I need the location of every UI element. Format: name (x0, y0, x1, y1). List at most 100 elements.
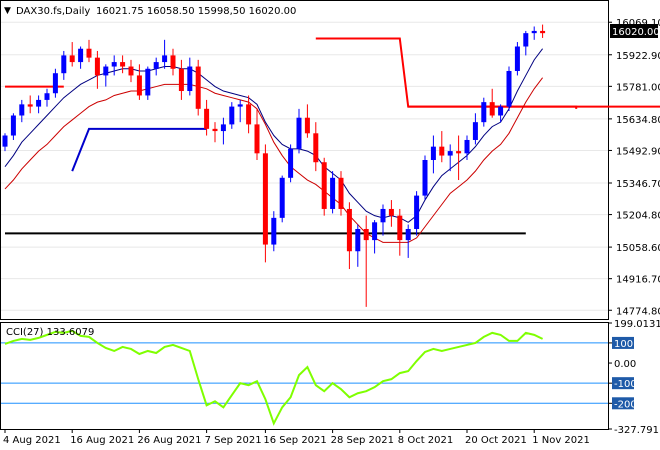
cci-level-tag-bg (612, 397, 634, 410)
last-price-tag: 16020.00 (612, 27, 660, 38)
bearish-candle (120, 62, 126, 67)
bullish-candle (531, 30, 537, 34)
bearish-candle (27, 104, 33, 107)
last-price-tag-bg (610, 24, 658, 38)
cci-levels (1, 342, 608, 404)
bullish-candle (162, 55, 168, 63)
bullish-candle (514, 46, 520, 71)
price-tick-label: 15058.60 (616, 243, 660, 254)
bullish-candle (464, 139, 470, 154)
cci-tick-label: -200 (614, 399, 637, 410)
bullish-candle (430, 146, 436, 160)
bullish-candle (36, 99, 42, 107)
bearish-candle (304, 117, 310, 134)
cci-tick-label: -327.7911 (614, 425, 660, 436)
bullish-candle (422, 160, 428, 196)
date-tick-label: 16 Sep 2021 (263, 435, 326, 446)
bearish-candle (321, 162, 327, 209)
bearish-candle (540, 30, 546, 34)
slow-moving-average (4, 77, 543, 243)
bullish-candle (355, 228, 361, 252)
bearish-candle (388, 208, 394, 216)
date-tick-label: 7 Sep 2021 (205, 435, 262, 446)
cci-tick-label: 100 (614, 339, 633, 350)
date-tick-label: 8 Oct 2021 (398, 435, 453, 446)
cci-series (4, 329, 544, 426)
bullish-candle (2, 135, 8, 147)
fast-moving-average (4, 48, 543, 223)
bullish-candle (61, 55, 67, 74)
bullish-candle (78, 48, 84, 63)
bullish-candle (288, 148, 294, 178)
bullish-candle (220, 124, 226, 132)
bullish-candle (405, 228, 411, 241)
bearish-candle (313, 133, 319, 163)
price-tick-label: 15922.90 (616, 51, 660, 62)
bearish-candle (262, 153, 268, 245)
price-tick-label: 15346.70 (616, 179, 660, 190)
date-axis: 4 Aug 2021 16 Aug 2021 26 Aug 2021 7 Sep 20… (3, 429, 590, 446)
date-tick-label: 26 Aug 2021 (137, 435, 201, 446)
bullish-candle (380, 208, 386, 223)
moving-averages (4, 48, 543, 243)
cci-level-tag-bg (612, 336, 634, 349)
price-tick-label: 16069.10 (616, 18, 660, 29)
cci-axis: 199.0131 100 0.00 -100 -200 -327.7911 (608, 319, 660, 436)
cci-tick-label: -100 (614, 379, 637, 390)
price-tick-label: 15634.80 (616, 115, 660, 126)
cci-tick-label: 199.0131 (614, 319, 660, 330)
bullish-candle (187, 66, 193, 92)
date-tick-label: 28 Sep 2021 (331, 435, 394, 446)
bullish-candle (506, 70, 512, 107)
main-header-symbol: DAX30.fs,Daily (16, 6, 90, 17)
main-plot-frame (0, 0, 609, 320)
bullish-candle (145, 68, 151, 96)
bullish-candle (10, 115, 16, 136)
date-tick-label: 16 Aug 2021 (70, 435, 134, 446)
bullish-candle (498, 106, 504, 116)
cci-tick-label: 0.00 (614, 359, 636, 370)
bullish-candle (279, 177, 285, 218)
bearish-candle (246, 104, 252, 125)
bearish-candle (195, 66, 201, 109)
bearish-candle (178, 68, 184, 92)
price-tick-label: 14774.80 (616, 306, 660, 317)
bearish-candle (254, 124, 260, 154)
bullish-candle (523, 33, 529, 47)
bullish-candle (472, 122, 478, 140)
bearish-candle (94, 57, 100, 76)
lower-envelope-line (71, 127, 207, 172)
price-tick-label: 14916.70 (616, 275, 660, 286)
cci-level-tag-bg (612, 377, 634, 390)
date-tick-label: 4 Aug 2021 (3, 435, 61, 446)
bearish-candle (204, 108, 210, 129)
price-tick-label: 15781.00 (616, 82, 660, 93)
upper-envelope-line (315, 37, 578, 109)
cci-line (4, 329, 544, 426)
symbol-icon: ▼ (4, 6, 11, 16)
bearish-candle (439, 146, 445, 156)
cci-plot-frame (0, 322, 609, 430)
bearish-candle (397, 215, 403, 241)
bullish-candle (447, 151, 453, 156)
price-tick-label: 15204.80 (616, 211, 660, 222)
bearish-candle (363, 228, 369, 241)
bullish-candle (153, 62, 159, 69)
bearish-candle (69, 55, 75, 63)
main-header-ohlc: 16021.75 16058.50 15998,50 16020.00 (96, 6, 296, 17)
price-tick-label: 15492.90 (616, 146, 660, 157)
bearish-candle (170, 55, 176, 69)
candles (2, 24, 546, 307)
date-tick-label: 1 Nov 2021 (532, 435, 590, 446)
bullish-candle (481, 102, 487, 123)
bullish-candle (237, 104, 243, 107)
bullish-candle (44, 93, 50, 100)
date-tick-label: 20 Oct 2021 (465, 435, 527, 446)
price-axis: 16069.10 15922.90 15781.00 15634.80 15492.90… (608, 18, 660, 317)
bearish-candle (128, 66, 134, 76)
bullish-candle (229, 106, 235, 125)
bearish-candle (456, 151, 462, 154)
bullish-candle (414, 195, 420, 229)
bullish-candle (111, 62, 117, 67)
bullish-candle (103, 66, 109, 76)
